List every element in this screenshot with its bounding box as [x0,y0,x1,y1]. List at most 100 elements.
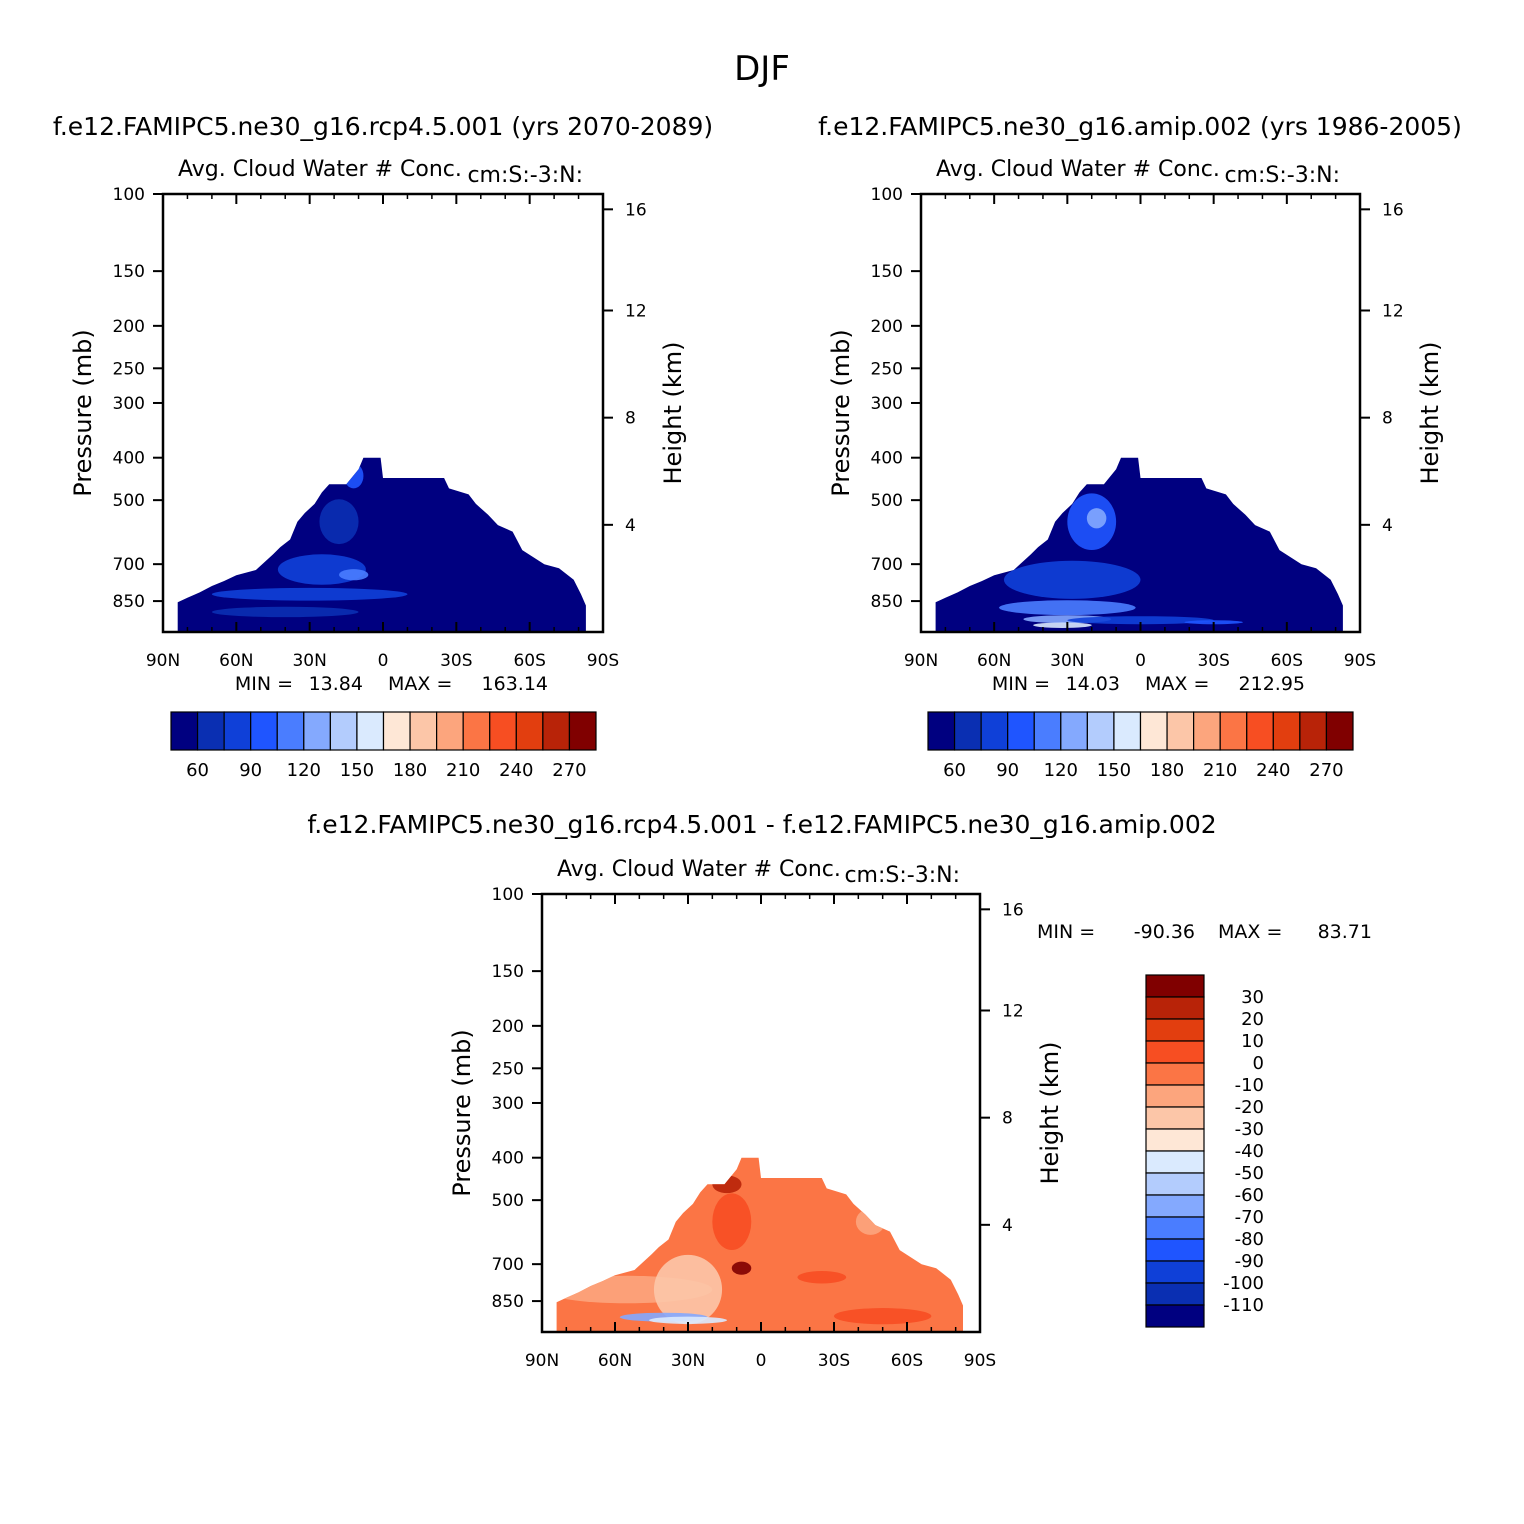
y-tick-label: 700 [871,555,903,575]
field-base [556,1157,963,1332]
colorbar-swatch [276,711,305,751]
max-value: 83.71 [1318,921,1372,943]
contour-field [556,1157,963,1332]
colorbar-label: 10 [1241,1031,1264,1052]
colorbar-label: -100 [1223,1273,1264,1294]
variable-label: Avg. Cloud Water # Conc. [178,157,462,182]
units-label: cm:S:-3:N: [467,163,583,188]
colorbar-swatch [1145,1216,1205,1240]
x-tick-label: 30N [1050,651,1084,671]
x-tick-label: 30N [292,651,326,671]
colorbar-swatch [409,711,438,751]
colorbar-swatch [329,711,358,751]
x-tick-label: 30S [1197,651,1229,671]
colorbar-swatch [1145,1260,1205,1284]
colorbar-label: -70 [1235,1207,1264,1228]
colorbar-label: 270 [552,760,586,781]
colorbar-swatch [356,711,385,751]
colorbar-swatch [1145,1238,1205,1262]
y-tick-label: 300 [492,1094,524,1114]
y-tick-label: 150 [492,962,524,982]
y-tick-label: 850 [113,592,145,612]
contour-field [177,457,586,632]
run-title: f.e12.FAMIPC5.ne30_g16.rcp4.5.001 (yrs 2… [53,112,713,141]
x-tick-label: 30N [671,1351,705,1371]
x-tick-label: 60S [1271,651,1303,671]
season-title: DJF [734,49,790,89]
x-tick-label: 60N [219,651,253,671]
y-tick-label: 150 [871,262,903,282]
contour-patch [797,1271,847,1284]
colorbar-swatch [250,711,278,751]
contour-patch [319,499,359,545]
y-tick-label: 400 [113,449,145,469]
colorbar-label: 180 [1150,760,1184,781]
colorbar-label: 240 [499,760,533,781]
colorbar-swatch [1145,1150,1205,1174]
y2-tick-label: 4 [1382,516,1393,536]
contour-patch [999,600,1136,616]
max-label: MAX = [1218,921,1282,943]
x-tick-label: 30S [440,651,472,671]
colorbar-swatch [1325,711,1354,751]
colorbar-swatch [1145,1128,1205,1152]
panel-amip: 90N 60N 30N 0 30S 60S 90S 100 150 200 250 300 400 500… [818,112,1462,781]
x-tick-label: 60S [513,651,545,671]
colorbar-swatch [1145,1106,1205,1130]
units-label: cm:S:-3:N: [844,863,960,888]
colorbar-swatch [1145,996,1205,1020]
colorbar-swatch [953,711,982,751]
y-tick-label: 200 [492,1017,524,1037]
colorbar-label: 120 [1044,760,1078,781]
colorbar-swatch [1033,711,1062,751]
y2-tick-label: 4 [625,516,636,536]
colorbar-swatch [170,711,199,751]
y-tick-label: 500 [113,491,145,511]
y-tick-label: 300 [871,394,903,414]
y2-tick-label: 8 [1382,409,1393,429]
contour-patch [1067,616,1214,625]
colorbar-swatch [382,711,411,751]
colorbar-swatch [223,711,252,751]
y2-axis-title: Height (km) [1036,1042,1064,1185]
x-tick-label: 0 [1135,651,1146,671]
contour-patch [211,606,359,618]
contour-patch [339,569,369,581]
contour-patch [211,587,408,601]
contour-patch [653,1254,723,1325]
colorbar-label: 270 [1309,760,1343,781]
max-value: 163.14 [482,673,548,695]
y-tick-label: 850 [492,1292,524,1312]
colorbar-label: -110 [1223,1295,1264,1316]
colorbar-swatch [1145,1304,1205,1328]
colorbar: 3020100-10-20-30-40-50-60-70-80-90-100-1… [1145,974,1264,1328]
y-tick-label: 400 [871,449,903,469]
contour-patch [1003,560,1141,599]
y2-tick-label: 8 [625,409,636,429]
y-axis-title: Pressure (mb) [69,329,97,496]
y2-tick-label: 16 [1002,900,1024,920]
y2-tick-label: 8 [1002,1109,1013,1129]
y2-axis-title: Height (km) [1416,342,1444,485]
colorbar-label: -10 [1235,1075,1264,1096]
contour-patch [855,1208,886,1235]
contour-field [935,457,1343,632]
x-tick-label: 60S [891,1351,923,1371]
y-tick-label: 400 [492,1149,524,1169]
colorbar-swatch [1145,1282,1205,1306]
colorbar-swatch [568,711,597,751]
y2-tick-label: 16 [625,200,647,220]
colorbar-swatch [927,711,956,751]
colorbar-label: -50 [1235,1163,1264,1184]
colorbar-label: 180 [393,760,427,781]
y-tick-label: 700 [492,1255,524,1275]
colorbar-label: -30 [1235,1119,1264,1140]
colorbar-swatch [1299,711,1328,751]
y2-tick-label: 12 [1002,1001,1024,1021]
y-axis-title: Pressure (mb) [827,329,855,496]
colorbar-swatch [1145,1194,1205,1218]
colorbar-label: -40 [1235,1141,1264,1162]
panel-rcp45: 90N 60N 30N 0 30S 60S 90S 100 150 200 250 300 400 500… [53,112,713,781]
contour-patch [343,463,364,489]
min-value: 13.84 [309,673,363,695]
